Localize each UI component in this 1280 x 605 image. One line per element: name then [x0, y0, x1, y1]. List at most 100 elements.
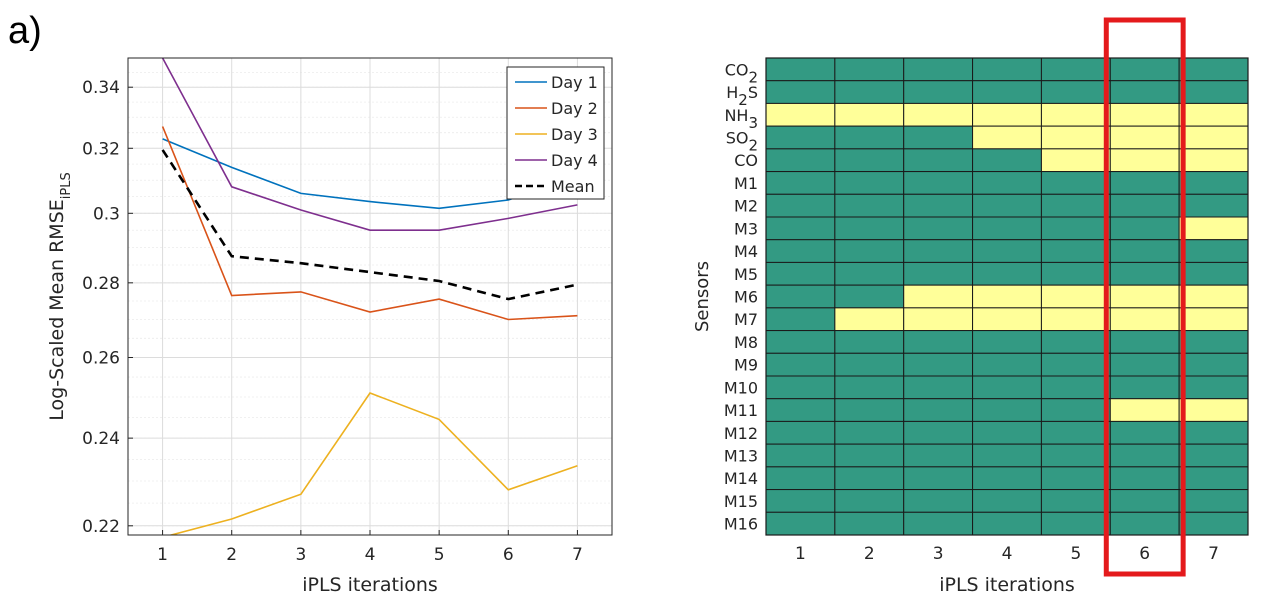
heatmap-cell	[972, 466, 1042, 491]
heatmap-cell	[765, 171, 836, 195]
heatmap-cell	[903, 216, 974, 241]
row-label-base: M6	[734, 288, 758, 307]
heatmap-cell	[765, 284, 836, 309]
heatmap-cell	[834, 284, 905, 309]
heatmap-cell	[972, 284, 1042, 309]
heatmap-cell	[972, 57, 1042, 82]
row-label-base: M16	[724, 515, 758, 534]
heatmap-cell	[1040, 375, 1111, 400]
heatmap-cell	[1178, 398, 1249, 422]
heatmap-cell	[1109, 375, 1180, 400]
row-label: CO	[734, 151, 758, 170]
heatmap-cell	[1178, 489, 1249, 513]
heatmap-cell	[765, 466, 836, 491]
series-group	[161, 58, 578, 535]
x-tick-label: 5	[434, 545, 445, 565]
heatmap-cell	[1040, 57, 1111, 82]
heatmap-cell	[1178, 239, 1249, 263]
row-label-base: M15	[724, 492, 758, 511]
heatmap-cell	[972, 307, 1042, 332]
heatmap-cell	[903, 307, 974, 332]
series-line-day-2	[161, 126, 578, 321]
heatmap-cell	[834, 307, 905, 332]
heatmap-cell	[1040, 511, 1111, 536]
x-tick-label: 2	[226, 545, 237, 565]
heatmap-cell	[1109, 125, 1180, 150]
row-label-subscript: 3	[748, 114, 758, 132]
row-label-subscript: 2	[738, 91, 748, 109]
row-label-base: M5	[734, 265, 758, 284]
heatmap-cell	[972, 239, 1042, 263]
y-tick-label: 0.28	[82, 274, 120, 294]
heatmap-cell	[834, 80, 905, 104]
y-tick-label: 0.3	[93, 204, 120, 224]
heatmap-cell	[1109, 330, 1180, 354]
row-label-base: M14	[724, 469, 758, 488]
heatmap-cell	[1178, 284, 1249, 309]
row-label-base: CO	[734, 151, 758, 170]
heatmap-cell	[903, 261, 974, 286]
heatmap-cell	[765, 443, 836, 468]
x-tick-label: 1	[157, 545, 168, 565]
legend-label: Day 2	[551, 99, 598, 118]
heatmap-cell	[972, 125, 1042, 150]
heatmap-cell	[1109, 443, 1180, 468]
heatmap-cell	[834, 125, 905, 150]
heatmap-cell	[972, 261, 1042, 286]
heatmap-cell	[972, 330, 1042, 354]
heatmap-cell	[834, 216, 905, 241]
y-tick-label: 0.34	[82, 78, 120, 98]
y-tick-label: 0.24	[82, 429, 120, 449]
heatmap-cell	[972, 216, 1042, 241]
heatmap-cell	[1040, 489, 1111, 513]
heatmap-cell	[1040, 443, 1111, 468]
heatmap-cell	[972, 420, 1042, 445]
heatmap-cell	[903, 148, 974, 173]
row-label-base: M8	[734, 333, 758, 352]
heatmap-cell	[765, 352, 836, 377]
heatmap-cell	[972, 511, 1042, 536]
heatmap-cell	[834, 489, 905, 513]
row-label-base: M10	[724, 378, 758, 397]
heatmap-cell	[972, 375, 1042, 400]
x-tick-label: 4	[365, 545, 376, 565]
heatmap-cell	[972, 148, 1042, 173]
row-label: M14	[724, 469, 758, 488]
heatmap-cell	[1109, 352, 1180, 377]
heatmap-cell	[834, 261, 905, 286]
heatmap-cell	[1040, 466, 1111, 491]
heatmap-cell	[972, 80, 1042, 104]
heatmap-cell	[1178, 352, 1249, 377]
heatmap-cell	[1109, 261, 1180, 286]
row-label-base: M12	[724, 424, 758, 443]
heatmap-cell	[972, 102, 1042, 127]
heatmap-cell	[765, 102, 836, 127]
column-label: 7	[1208, 544, 1219, 564]
heatmap-cell	[1040, 171, 1111, 195]
heatmap-cell	[1040, 193, 1111, 218]
highlight-box	[1103, 17, 1186, 577]
row-label: M7	[734, 310, 758, 329]
heatmap-cell	[1109, 193, 1180, 218]
row-label-tail: S	[748, 83, 758, 102]
heatmap-cell	[903, 375, 974, 400]
column-label: 2	[864, 544, 875, 564]
heatmap-cell	[903, 466, 974, 491]
heatmap-cell	[1040, 398, 1111, 422]
heatmap-cell	[765, 375, 836, 400]
heatmap-cell	[1109, 489, 1180, 513]
x-tick-label: 6	[503, 545, 514, 565]
heatmap-cell	[834, 193, 905, 218]
column-label: 4	[1002, 544, 1013, 564]
heatmap-cell	[765, 216, 836, 241]
heatmap-cell	[1109, 216, 1180, 241]
heatmap-cell	[972, 352, 1042, 377]
column-label: 3	[933, 544, 944, 564]
row-label: M8	[734, 333, 758, 352]
heatmap-cell	[903, 443, 974, 468]
axes-box	[127, 57, 613, 536]
x-tick-label: 3	[295, 545, 306, 565]
y-tick-label: 0.26	[82, 348, 120, 368]
heatmap-cell	[903, 330, 974, 354]
heatmap-cell	[1040, 125, 1111, 150]
